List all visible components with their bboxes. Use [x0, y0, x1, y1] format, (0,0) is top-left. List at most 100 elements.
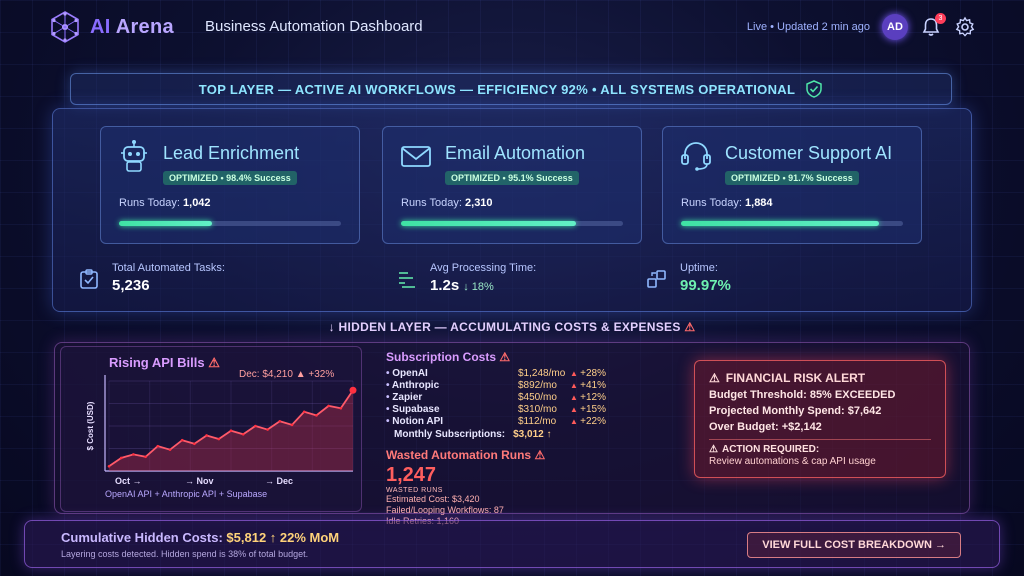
- alert-over-budget: Over Budget: +$2,142: [709, 421, 822, 433]
- data-point: [339, 406, 343, 410]
- bell-icon: [922, 18, 940, 36]
- envelope-icon: [401, 146, 431, 167]
- warning-icon: ⚠: [709, 444, 718, 455]
- progress-bar: [119, 221, 341, 226]
- action-required: ⚠ ACTION REQUIRED: Review automations & c…: [709, 439, 931, 467]
- status-badge: OPTIMIZED • 91.7% Success: [725, 171, 859, 185]
- warning-icon: ⚠: [709, 371, 720, 385]
- workflow-title: Lead Enrichment: [163, 143, 300, 163]
- data-point: [327, 404, 330, 408]
- api-bills-chart: $ Cost (USD) Oct → → Nov → Dec Rising API B…: [60, 346, 362, 512]
- warning-icon: ⚠: [499, 350, 511, 364]
- chart-peak-label: Dec: $4,210 ▲ +32%: [239, 369, 335, 380]
- subscription-name: Supabase: [386, 404, 518, 416]
- subscription-item: OpenAI$1,248/mo +28%: [386, 368, 658, 380]
- headset-icon: [681, 142, 711, 171]
- api-bills-chart-svg: $ Cost (USD) Oct → → Nov → Dec: [86, 375, 357, 486]
- subscription-list: OpenAI$1,248/mo+28%Anthropic$892/mo+41%Z…: [386, 368, 658, 428]
- subscription-item: Supabase$310/mo +15%: [386, 404, 658, 416]
- subscription-cost: $892/mo: [518, 380, 557, 391]
- runs-today: Runs Today: 2,310: [401, 197, 493, 209]
- clipboard-check-icon: [80, 269, 98, 289]
- workflow-card-lead-enrichment[interactable]: Lead Enrichment OPTIMIZED • 98.4% Succes…: [100, 126, 360, 244]
- data-point: [266, 428, 269, 431]
- data-point: [302, 410, 306, 414]
- subscription-name: Anthropic: [386, 380, 518, 392]
- x-tick-label: → Dec: [265, 476, 293, 486]
- wasted-failed-workflows: Failed/Looping Workflows: 87: [386, 505, 504, 515]
- subscriptions-title: Subscription Costs ⚠: [386, 350, 511, 364]
- hidden-layer-title: ↓ HIDDEN LAYER — ACCUMULATING COSTS & EX…: [328, 320, 696, 334]
- warning-icon: ⚠: [208, 355, 220, 370]
- stat-processing-time: Avg Processing Time: 1.2s ↓ 18%: [396, 262, 536, 294]
- runs-today: Runs Today: 1,042: [119, 197, 211, 209]
- subscription-name: OpenAI: [386, 368, 518, 380]
- stat-value: 99.97%: [680, 277, 731, 294]
- chart-sources: OpenAI API + Anthropic API + Supabase: [105, 489, 268, 499]
- data-point: [168, 448, 172, 451]
- subscription-change: +41%: [570, 380, 606, 392]
- data-point: [254, 424, 257, 428]
- subscription-change: +28%: [570, 368, 606, 380]
- stat-label: Uptime:: [680, 262, 718, 274]
- app-header: AI Arena Business Automation Dashboard L…: [0, 0, 1024, 56]
- x-tick-label: Oct →: [115, 476, 142, 486]
- alert-projected-spend: Projected Monthly Spend: $7,642: [709, 405, 882, 417]
- subscription-costs: Subscription Costs ⚠ OpenAI$1,248/mo +28%…: [386, 350, 658, 526]
- data-point: [144, 455, 147, 459]
- notifications-button[interactable]: 3: [920, 13, 946, 38]
- data-point: [290, 423, 294, 427]
- status-badge: OPTIMIZED • 95.1% Success: [445, 171, 579, 185]
- subscription-name: Notion API: [386, 416, 518, 428]
- financial-risk-alert[interactable]: ⚠ FINANCIAL RISK ALERT Budget Threshold: …: [694, 360, 946, 478]
- top-layer-banner-text: TOP LAYER — ACTIVE AI WORKFLOWS — EFFICI…: [198, 81, 796, 97]
- stat-label: Avg Processing Time:: [430, 262, 537, 274]
- alert-threshold: Budget Threshold: 85% EXCEEDED: [709, 389, 896, 401]
- wasted-runs-count: 1,247: [386, 464, 437, 486]
- processing-speed-icon: [399, 272, 415, 288]
- warning-icon: ⚠: [534, 448, 546, 462]
- stat-value: 1.2s ↓ 18%: [430, 277, 494, 294]
- warning-icon: ⚠: [684, 320, 696, 334]
- cumulative-costs-amount: $5,812 ↑ 22% MoM: [226, 530, 340, 545]
- subscription-change: +22%: [570, 416, 606, 428]
- data-point: [205, 434, 208, 437]
- wasted-estimated-cost: Estimated Cost: $3,420: [386, 494, 480, 504]
- subscription-name: Zapier: [386, 392, 518, 404]
- subscriptions-total: Monthly Subscriptions: $3,012 ↑: [394, 429, 552, 440]
- progress-bar: [681, 221, 903, 226]
- data-point: [229, 429, 233, 433]
- data-point: [315, 414, 318, 417]
- wasted-runs-label: WASTED RUNS: [386, 487, 443, 494]
- data-point: [349, 386, 357, 394]
- stat-uptime: Uptime: 99.97%: [646, 262, 731, 294]
- gear-icon[interactable]: [954, 16, 976, 38]
- top-layer-banner: TOP LAYER — ACTIVE AI WORKFLOWS — EFFICI…: [70, 73, 952, 105]
- y-axis-label: $ Cost (USD): [86, 401, 95, 450]
- data-point: [156, 444, 160, 448]
- data-point: [278, 419, 282, 423]
- data-point: [132, 453, 135, 456]
- user-avatar[interactable]: AD: [882, 14, 908, 40]
- data-point: [119, 456, 123, 460]
- network-logo-icon: [51, 11, 79, 43]
- header-actions: Live • Updated 2 min ago AD 3: [747, 13, 976, 40]
- stat-value: 5,236: [112, 277, 150, 294]
- cumulative-costs-bar: Cumulative Hidden Costs: $5,812 ↑ 22% Mo…: [24, 520, 1000, 568]
- chart-title: Rising API Bills ⚠: [109, 355, 220, 370]
- data-point: [107, 464, 111, 468]
- data-point: [241, 432, 245, 436]
- app-logo[interactable]: AI Arena: [48, 10, 174, 44]
- subscription-item: Notion API$112/mo +22%: [386, 416, 658, 428]
- notification-badge: 3: [935, 13, 946, 24]
- subscription-change: +15%: [570, 404, 606, 416]
- view-cost-breakdown-button[interactable]: VIEW FULL COST BREAKDOWN →: [747, 532, 961, 558]
- subscription-cost: $310/mo: [518, 404, 557, 415]
- data-point: [193, 442, 196, 446]
- data-point: [180, 438, 184, 442]
- workflow-card-customer-support-ai[interactable]: Customer Support AI OPTIMIZED • 91.7% Su…: [662, 126, 922, 244]
- workflow-card-email-automation[interactable]: Email Automation OPTIMIZED • 95.1% Succe…: [382, 126, 642, 244]
- subscription-item: Anthropic$892/mo +41%: [386, 380, 658, 392]
- subscription-cost: $112/mo: [518, 416, 557, 427]
- subscription-item: Zapier$450/mo +12%: [386, 392, 658, 404]
